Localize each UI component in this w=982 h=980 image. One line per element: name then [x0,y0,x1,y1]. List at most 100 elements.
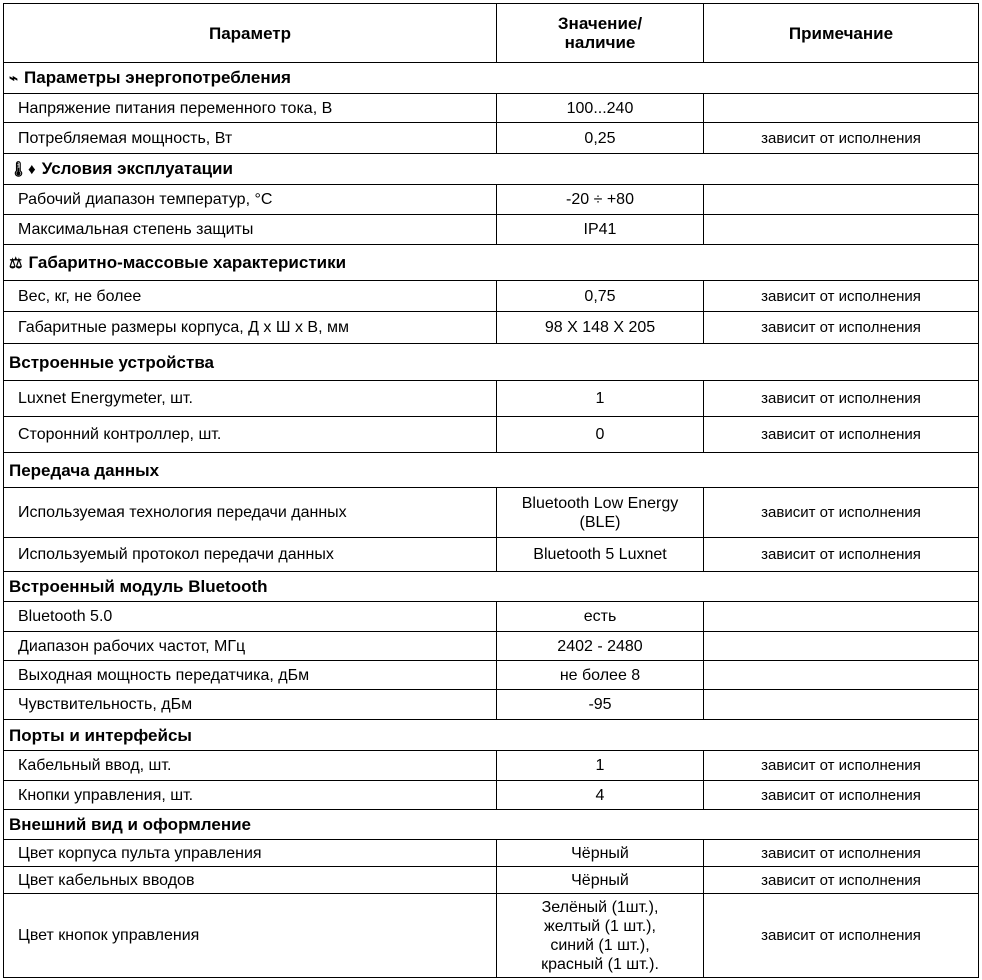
note-cell: зависит от исполнения [703,893,979,978]
table-row: Максимальная степень защиты IP41 [3,214,979,245]
section-title: Внешний вид и оформление [9,815,252,834]
value-cell: 0 [496,416,704,453]
param-cell: Luxnet Energymeter, шт. [3,380,497,417]
param-cell: Bluetooth 5.0 [3,601,497,632]
section-title: Порты и интерфейсы [9,725,192,745]
note-cell [703,214,979,245]
value-cell: 0,25 [496,122,704,154]
value-cell: есть [496,601,704,632]
param-cell: Вес, кг, не более [3,280,497,312]
value-cell: Зелёный (1шт.), желтый (1 шт.), синий (1… [496,893,704,978]
header-note: Примечание [703,3,979,63]
param-cell: Диапазон рабочих частот, МГц [3,631,497,661]
value-cell: 1 [496,380,704,417]
table-row: Используемый протокол передачи данных Blu… [3,537,979,572]
note-cell [703,601,979,632]
section-title-cell: Внешний вид и оформление [3,809,979,840]
param-cell: Цвет кнопок управления [3,893,497,978]
section-title-cell: Встроенный модуль Bluetooth [3,571,979,602]
param-cell: Цвет корпуса пульта управления [3,839,497,867]
param-cell: Сторонний контроллер, шт. [3,416,497,453]
section-title-cell: ⌁ Параметры энергопотребления [3,62,979,94]
section-title: Передача данных [9,460,160,480]
section-title-cell: Встроенные устройства [3,343,979,381]
value-cell: 98 X 148 X 205 [496,311,704,344]
table-row: Вес, кг, не более 0,75 зависит от исполнен… [3,280,979,312]
table-row: Bluetooth 5.0 есть [3,601,979,632]
header-row: Параметр Значение/ наличие Примечание [3,3,979,63]
value-cell: 1 [496,750,704,781]
param-cell: Максимальная степень защиты [3,214,497,245]
table-row: Габаритные размеры корпуса, Д х Ш х В, м… [3,311,979,344]
value-cell: 4 [496,780,704,810]
note-cell [703,689,979,720]
section-title: Встроенный модуль Bluetooth [9,577,268,596]
param-cell: Цвет кабельных вводов [3,866,497,894]
note-cell: зависит от исполнения [703,416,979,453]
table-row: Сторонний контроллер, шт. 0 зависит от исп… [3,416,979,453]
table-row: Чувствительность, дБм -95 [3,689,979,720]
note-cell: зависит от исполнения [703,280,979,312]
table-row: Потребляемая мощность, Вт 0,25 зависит от … [3,122,979,154]
section-title: Встроенные устройства [9,352,215,372]
section-title-cell: ⚖ Габаритно-массовые характеристики [3,244,979,281]
table-row: Выходная мощность передатчика, дБм не бол… [3,660,979,690]
note-cell: зависит от исполнения [703,866,979,894]
note-cell: зависит от исполнения [703,839,979,867]
note-cell: зависит от исполнения [703,311,979,344]
section-row: Встроенный модуль Bluetooth [3,571,979,602]
param-cell: Чувствительность, дБм [3,689,497,720]
thermometer-drop-icon: 🌡︎♦ [9,161,36,178]
value-cell: 2402 - 2480 [496,631,704,661]
note-cell: зависит от исполнения [703,487,979,538]
param-cell: Используемая технология передачи данных [3,487,497,538]
value-cell: -20 ÷ +80 [496,184,704,215]
section-row: Внешний вид и оформление [3,809,979,840]
note-cell: зависит от исполнения [703,122,979,154]
note-cell [703,660,979,690]
param-cell: Используемый протокол передачи данных [3,537,497,572]
plug-icon: ⌁ [9,70,19,87]
param-cell: Выходная мощность передатчика, дБм [3,660,497,690]
section-title: Условия эксплуатации [41,159,233,178]
param-cell: Потребляемая мощность, Вт [3,122,497,154]
table-row: Диапазон рабочих частот, МГц 2402 - 2480 [3,631,979,661]
value-cell: -95 [496,689,704,720]
note-cell [703,184,979,215]
param-cell: Кнопки управления, шт. [3,780,497,810]
table-row: Цвет кнопок управления Зелёный (1шт.), же… [3,893,979,978]
note-cell: зависит от исполнения [703,537,979,572]
specs-table: Параметр Значение/ наличие Примечание ⌁ П… [3,3,979,978]
table-row: Рабочий диапазон температур, °C -20 ÷ +80 [3,184,979,215]
header-value: Значение/ наличие [496,3,704,63]
section-title-cell: Порты и интерфейсы [3,719,979,751]
note-cell [703,93,979,123]
note-cell: зависит от исполнения [703,380,979,417]
value-cell: 100...240 [496,93,704,123]
value-cell: Bluetooth Low Energy (BLE) [496,487,704,538]
param-cell: Габаритные размеры корпуса, Д х Ш х В, м… [3,311,497,344]
scales-icon: ⚖ [9,254,23,272]
section-title: Параметры энергопотребления [24,68,291,87]
value-cell: Bluetooth 5 Luxnet [496,537,704,572]
section-row: ⚖ Габаритно-массовые характеристики [3,244,979,281]
table-row: Используемая технология передачи данных B… [3,487,979,538]
note-cell: зависит от исполнения [703,750,979,781]
section-title-cell: Передача данных [3,452,979,488]
table-row: Напряжение питания переменного тока, В 10… [3,93,979,123]
section-title: Габаритно-массовые характеристики [28,252,347,272]
table-row: Цвет кабельных вводов Чёрный зависит от ис… [3,866,979,894]
section-row: Порты и интерфейсы [3,719,979,751]
table-row: Кабельный ввод, шт. 1 зависит от исполнени… [3,750,979,781]
value-cell: Чёрный [496,866,704,894]
section-title-cell: 🌡︎♦ Условия эксплуатации [3,153,979,185]
section-row: Встроенные устройства [3,343,979,381]
table-row: Luxnet Energymeter, шт. 1 зависит от испол… [3,380,979,417]
param-cell: Напряжение питания переменного тока, В [3,93,497,123]
value-cell: 0,75 [496,280,704,312]
value-cell: IP41 [496,214,704,245]
table-row: Кнопки управления, шт. 4 зависит от исполн… [3,780,979,810]
note-cell: зависит от исполнения [703,780,979,810]
value-cell: не более 8 [496,660,704,690]
table-row: Цвет корпуса пульта управления Чёрный зави… [3,839,979,867]
